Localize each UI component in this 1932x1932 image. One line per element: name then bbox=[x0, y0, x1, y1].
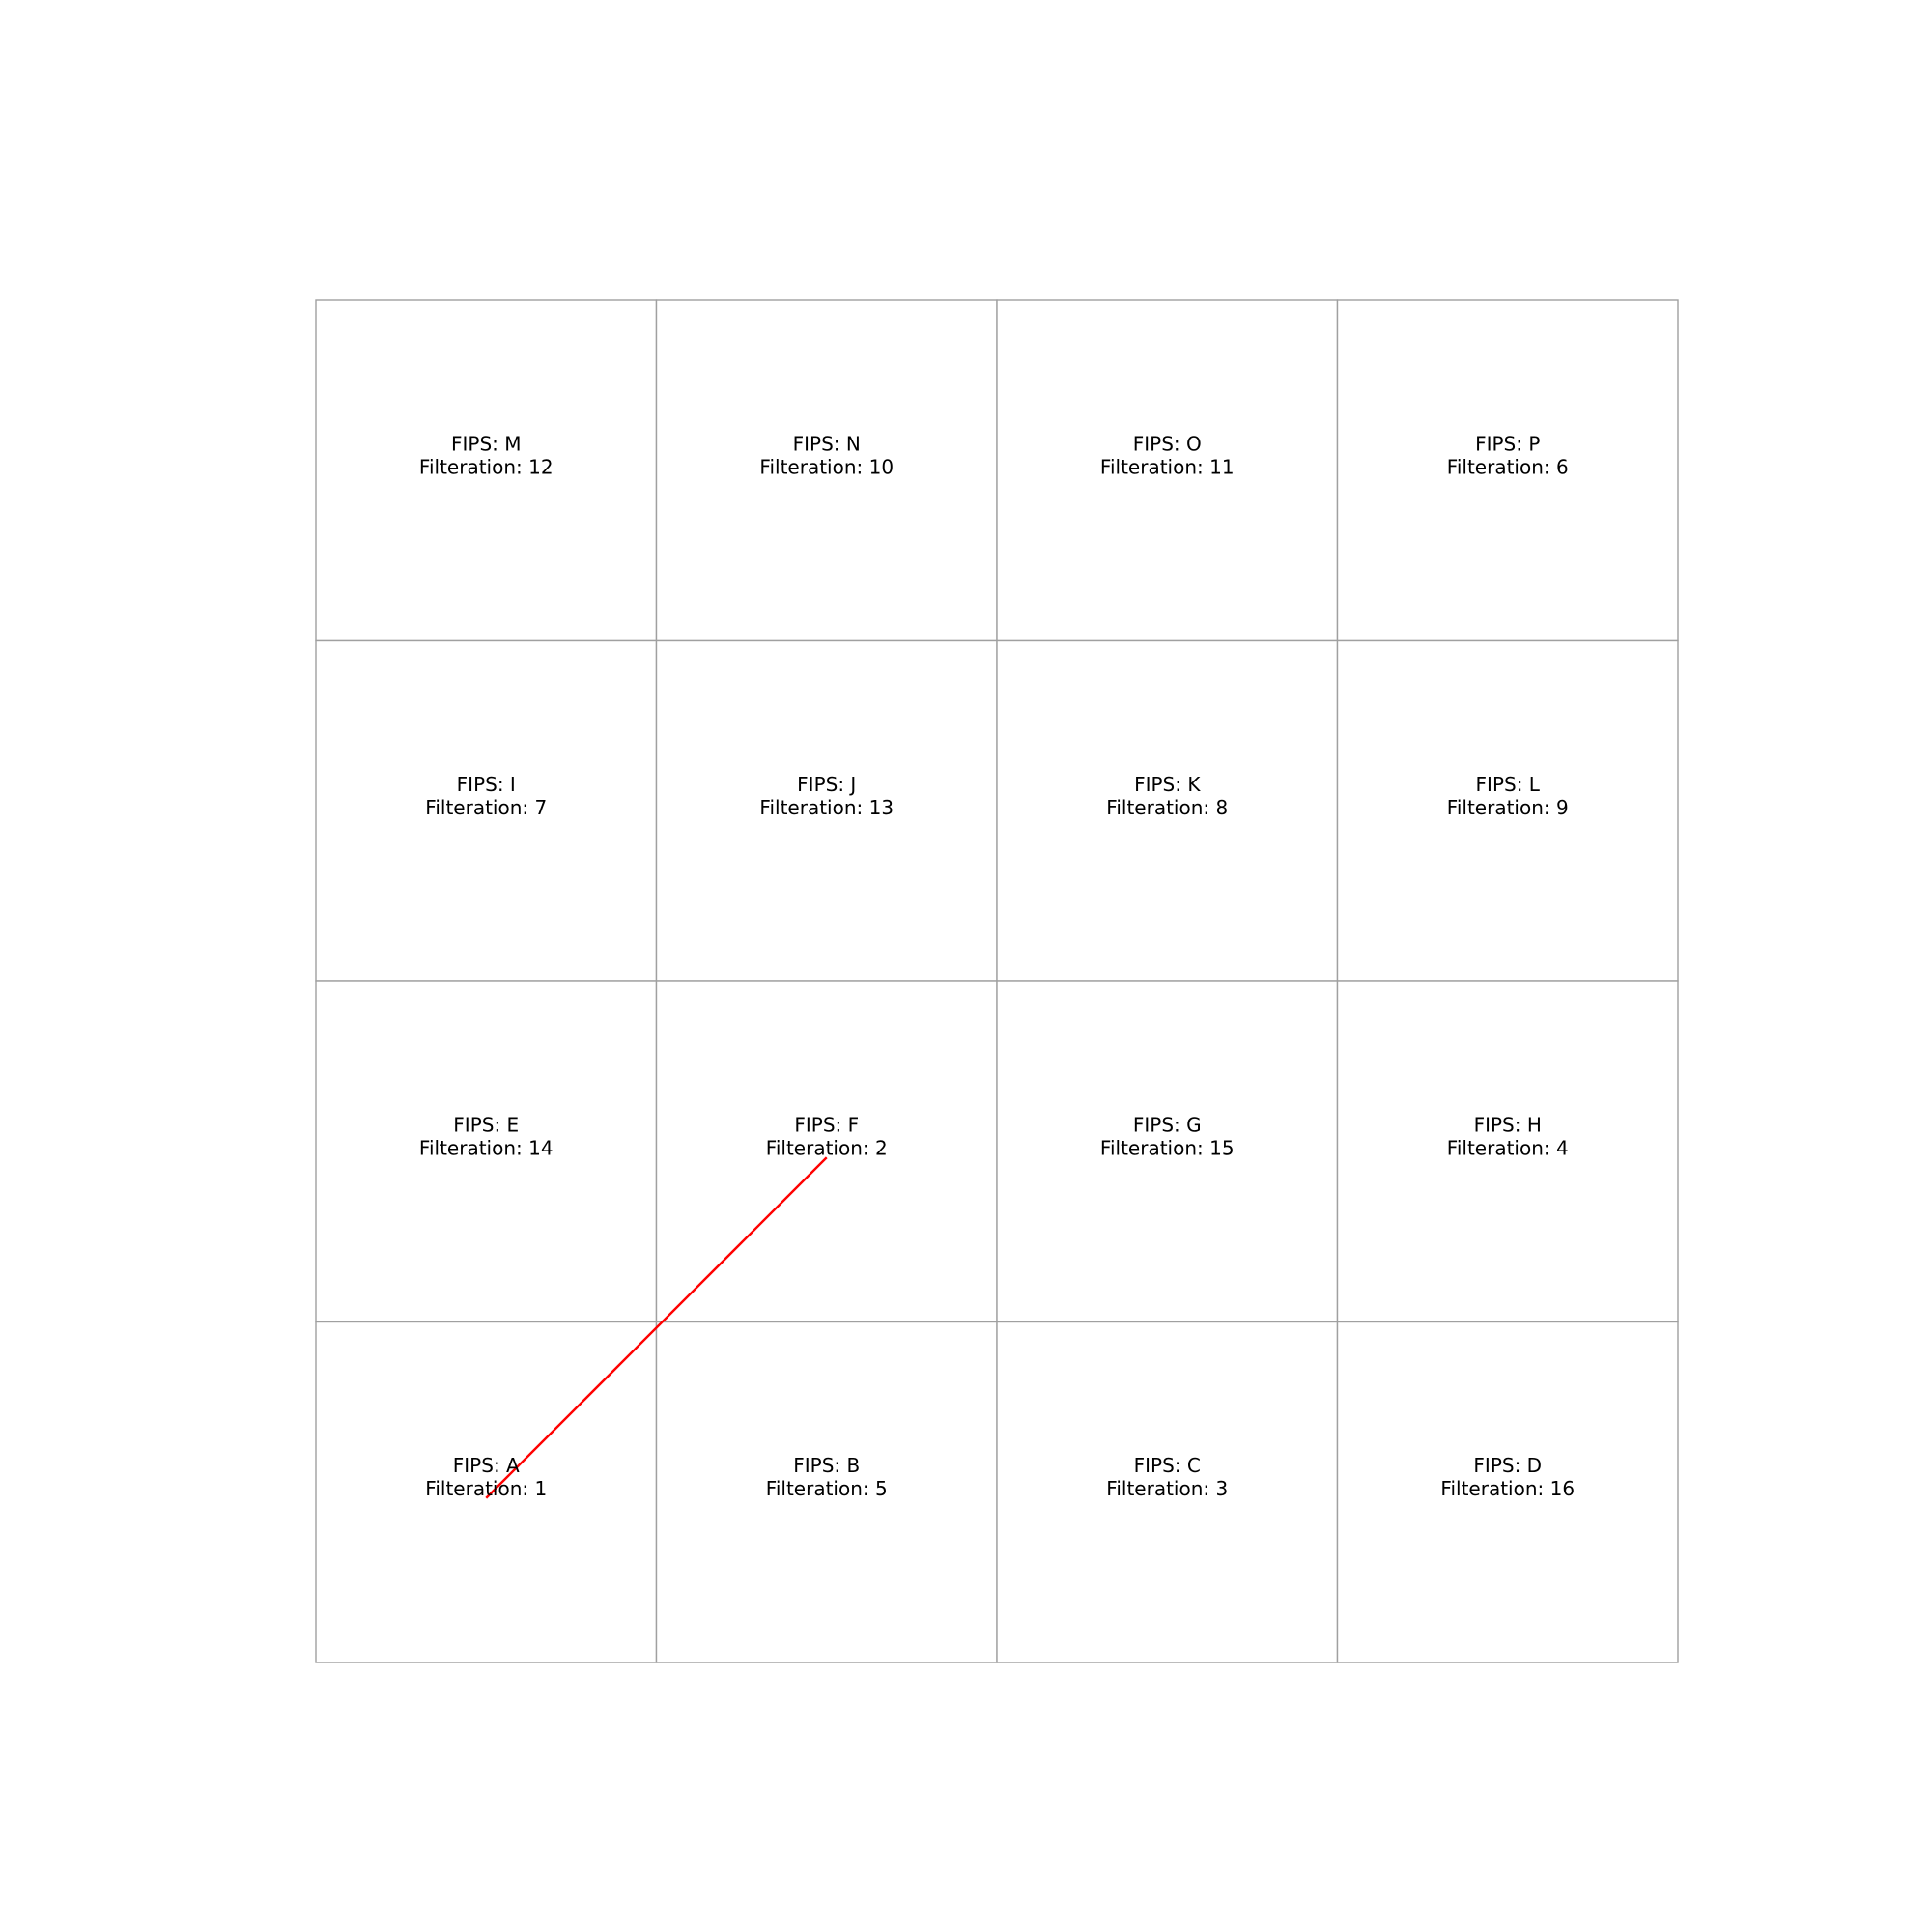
grid-cell-o bbox=[996, 299, 1339, 642]
cell-fips-label: FIPS: C bbox=[1134, 1454, 1201, 1477]
cell-fips-label: FIPS: I bbox=[457, 773, 516, 796]
grid-cell-i bbox=[315, 639, 658, 982]
grid-cell-m bbox=[315, 299, 658, 642]
cell-filtration-label: Filteration: 3 bbox=[1106, 1477, 1228, 1500]
grid-cell-d bbox=[1336, 1321, 1679, 1663]
cell-filtration-label: Filteration: 2 bbox=[766, 1136, 888, 1159]
grid-cell-n bbox=[655, 299, 998, 642]
grid-cell-l bbox=[1336, 639, 1679, 982]
cell-fips-label: FIPS: K bbox=[1134, 773, 1201, 796]
grid-cell-a bbox=[315, 1321, 658, 1663]
grid-cell-b bbox=[655, 1321, 998, 1663]
grid-cell-h bbox=[1336, 980, 1679, 1323]
grid-cell-j bbox=[655, 639, 998, 982]
cell-filtration-label: Filteration: 5 bbox=[766, 1477, 888, 1500]
cell-fips-label: FIPS: G bbox=[1133, 1113, 1202, 1136]
cell-filtration-label: Filteration: 7 bbox=[425, 796, 547, 819]
cell-filtration-label: Filteration: 9 bbox=[1447, 796, 1569, 819]
grid-cell-f bbox=[655, 980, 998, 1323]
edge-a-f bbox=[485, 1156, 828, 1499]
grid-cell-p bbox=[1336, 299, 1679, 642]
cell-filtration-label: Filteration: 16 bbox=[1440, 1477, 1575, 1500]
cell-filtration-label: Filteration: 6 bbox=[1447, 455, 1569, 478]
edges-layer bbox=[485, 1156, 828, 1499]
cell-filtration-label: Filteration: 13 bbox=[759, 796, 894, 819]
cell-fips-label: FIPS: B bbox=[793, 1454, 860, 1477]
cell-fips-label: FIPS: P bbox=[1475, 432, 1540, 455]
cell-filtration-label: Filteration: 15 bbox=[1100, 1136, 1235, 1159]
grid-cell-c bbox=[996, 1321, 1339, 1663]
cell-fips-label: FIPS: A bbox=[453, 1454, 520, 1477]
cell-fips-label: FIPS: J bbox=[797, 773, 856, 796]
cell-filtration-label: Filteration: 1 bbox=[425, 1477, 547, 1500]
cell-fips-label: FIPS: L bbox=[1476, 773, 1541, 796]
cell-filtration-label: Filteration: 4 bbox=[1447, 1136, 1569, 1159]
cell-fips-label: FIPS: F bbox=[794, 1113, 859, 1136]
cell-filtration-label: Filteration: 8 bbox=[1106, 796, 1228, 819]
cell-fips-label: FIPS: N bbox=[793, 432, 861, 455]
cell-fips-label: FIPS: H bbox=[1474, 1113, 1542, 1136]
cell-fips-label: FIPS: E bbox=[453, 1113, 519, 1136]
cell-fips-label: FIPS: O bbox=[1133, 432, 1202, 455]
cell-filtration-label: Filteration: 10 bbox=[759, 455, 894, 478]
grid-cell-k bbox=[996, 639, 1339, 982]
cell-fips-label: FIPS: D bbox=[1473, 1454, 1542, 1477]
cell-filtration-label: Filteration: 12 bbox=[419, 455, 554, 478]
cell-filtration-label: Filteration: 11 bbox=[1100, 455, 1235, 478]
cell-filtration-label: Filteration: 14 bbox=[419, 1136, 554, 1159]
cells-layer bbox=[315, 299, 1679, 1663]
cell-fips-label: FIPS: M bbox=[451, 432, 522, 455]
